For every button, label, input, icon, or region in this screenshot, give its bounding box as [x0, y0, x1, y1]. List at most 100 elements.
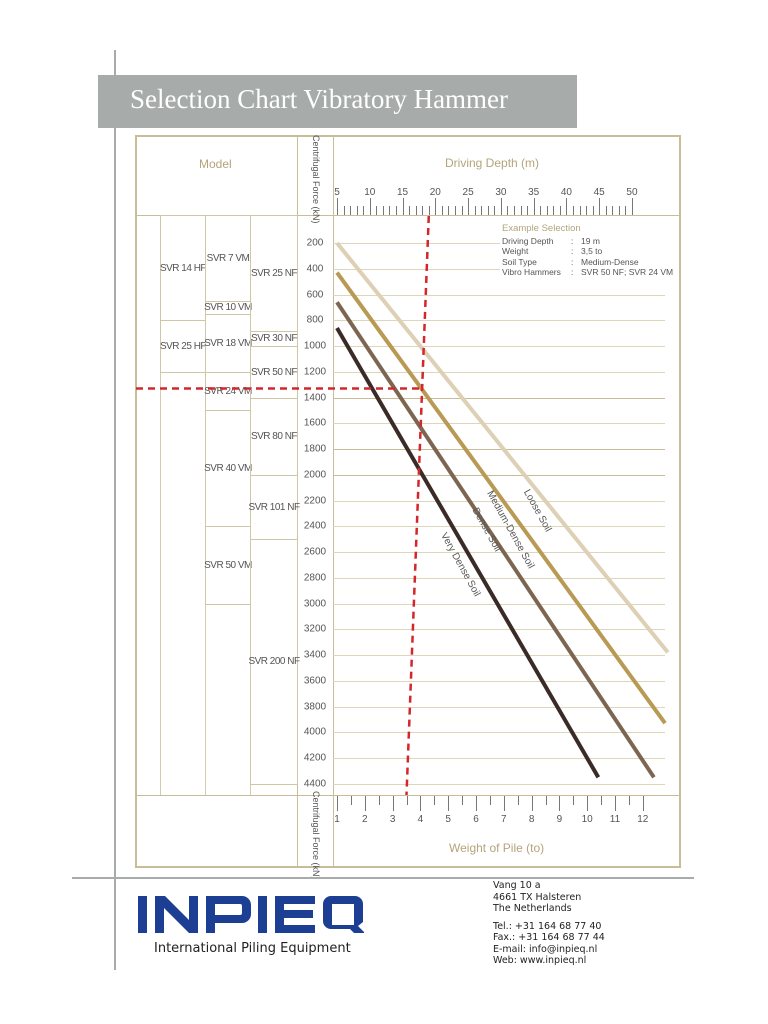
web-link[interactable]: Web: www.inpieq.nl	[493, 955, 587, 966]
model-label: SVR 50 VM	[204, 559, 252, 571]
example-key: Vibro Hammers	[502, 267, 561, 277]
y-tick-label: 600	[306, 289, 324, 300]
depth-tick-label: 5	[334, 187, 340, 198]
example-value: 19 m	[581, 235, 600, 246]
email-link[interactable]: E-mail: info@inpieq.nl	[493, 943, 598, 955]
footer-rule	[72, 877, 694, 879]
depth-tick	[540, 206, 542, 215]
grid-line	[333, 346, 665, 347]
address-line: 4661 TX Halsteren	[493, 891, 582, 903]
weight-tick	[531, 796, 533, 811]
grid-line	[333, 526, 665, 527]
weight-tick	[517, 796, 519, 805]
example-row: Driving Depth:19 m	[502, 236, 673, 247]
weight-tick	[364, 796, 366, 811]
weight-tick-label: 10	[581, 814, 593, 825]
depth-tick-label: 50	[626, 187, 638, 198]
depth-tick	[428, 206, 430, 215]
model-label: SVR 80 NF	[250, 431, 298, 443]
depth-tick	[631, 198, 633, 215]
example-value: SVR 50 NF; SVR 24 VM	[581, 267, 674, 277]
series-line-dense-soil	[335, 301, 656, 779]
model-label: SVR 50 NF	[250, 366, 298, 378]
weight-tick	[615, 796, 616, 811]
weight-tick-label: 5	[445, 814, 451, 825]
depth-tick	[586, 206, 588, 215]
grid-line	[333, 707, 665, 708]
y-tick-label: 3600	[303, 675, 327, 687]
y-tick-label: 1400	[303, 392, 327, 403]
phone-text: Tel.: +31 164 68 77 40	[493, 920, 602, 932]
depth-tick	[337, 198, 338, 215]
y-tick-label: 4200	[303, 752, 327, 764]
address-line: The Netherlands	[493, 903, 572, 914]
weight-tick	[628, 796, 630, 805]
selection-dashed-line	[405, 215, 431, 796]
depth-tick-label: 35	[528, 187, 540, 198]
depth-tick	[481, 206, 483, 215]
y-tick-label: 2400	[303, 520, 327, 532]
weight-tick	[350, 796, 352, 805]
model-label: SVR 7 VM	[206, 252, 250, 264]
depth-tick	[402, 198, 404, 215]
weight-tick-label: 11	[609, 814, 621, 825]
grid-line	[333, 243, 665, 244]
model-label: SVR 10 VM	[204, 302, 252, 314]
depth-tick	[546, 206, 548, 215]
y-tick-label: 3200	[303, 623, 327, 635]
depth-tick-label: 10	[364, 187, 376, 198]
model-cell-svr-200-nf[interactable]: SVR 200 NF	[248, 539, 300, 785]
grid-line	[333, 578, 665, 579]
depth-tick	[356, 206, 358, 215]
fax-text: Fax.: +31 164 68 77 44	[493, 932, 605, 943]
example-title: Example Selection	[502, 223, 581, 234]
depth-tick	[592, 206, 594, 215]
depth-tick	[435, 198, 437, 215]
weight-tick	[503, 796, 505, 811]
weight-tick	[337, 796, 338, 811]
weight-tick	[642, 796, 644, 811]
grid-line	[333, 423, 665, 424]
grid-line	[333, 784, 665, 785]
weight-tick	[573, 796, 575, 805]
depth-tick	[612, 206, 614, 215]
weight-tick-label: 12	[637, 814, 649, 825]
example-colon: :	[571, 235, 574, 246]
model-header: Model	[199, 157, 232, 171]
y-tick-label: 2000	[303, 469, 327, 481]
depth-tick	[389, 206, 391, 215]
depth-tick	[350, 206, 352, 215]
example-colon: :	[571, 246, 574, 256]
weight-tick	[462, 796, 464, 805]
series-line-loose-soil	[335, 241, 670, 654]
depth-tick	[500, 198, 502, 215]
depth-tick	[572, 206, 574, 215]
example-key: Driving Depth	[502, 235, 554, 246]
y-tick-label: 4000	[303, 726, 327, 738]
weight-tick	[420, 796, 422, 811]
depth-tick	[487, 206, 489, 215]
y-tick-label: 400	[306, 263, 324, 275]
left-rule	[114, 50, 116, 970]
depth-tick	[454, 206, 456, 215]
weight-tick-label: 1	[334, 814, 340, 825]
depth-tick	[461, 206, 463, 215]
y-tick-label: 1600	[303, 417, 327, 429]
depth-tick	[376, 206, 378, 215]
weight-tick	[434, 796, 436, 805]
logo-tagline: International Piling Equipment	[154, 941, 351, 956]
y-tick-label: 1200	[303, 366, 327, 378]
driving-depth-header: Driving Depth (m)	[445, 156, 540, 170]
inpieq-logo	[138, 896, 364, 933]
model-label: SVR 200 NF	[248, 656, 300, 668]
model-label: SVR 101 NF	[248, 501, 300, 513]
grid-line	[333, 372, 665, 373]
weight-tick	[476, 796, 477, 811]
depth-tick-label: 30	[495, 187, 507, 198]
depth-tick	[520, 206, 522, 215]
model-label: SVR 40 VM	[204, 463, 252, 475]
y-tick-label: 1000	[303, 340, 327, 352]
depth-tick	[369, 198, 371, 215]
model-label: SVR 14 HF	[159, 262, 207, 274]
y-tick-label: 3000	[303, 598, 327, 609]
